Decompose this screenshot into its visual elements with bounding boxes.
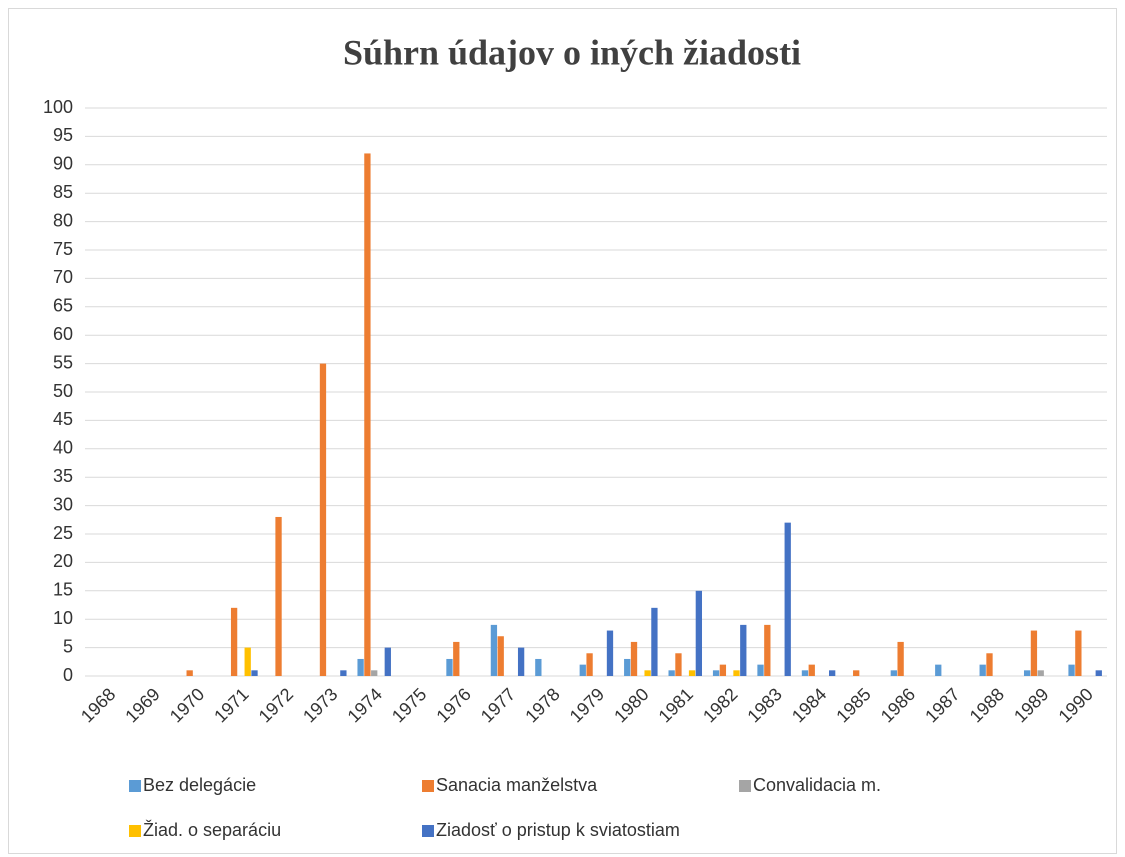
bar [1030, 630, 1038, 676]
bar [1023, 670, 1031, 676]
y-tick-label: 25 [53, 523, 73, 543]
legend-label: Žiad. o separáciu [143, 820, 281, 840]
bar [384, 647, 391, 676]
y-tick-label: 45 [53, 409, 73, 429]
bar [784, 522, 791, 676]
bar [808, 664, 815, 676]
bar [340, 670, 347, 676]
y-tick-label: 65 [53, 296, 73, 316]
bar [764, 624, 771, 676]
y-tick-label: 35 [53, 466, 73, 486]
bar [1095, 670, 1102, 676]
bar [1068, 664, 1075, 676]
bar [251, 670, 258, 676]
y-tick-label: 40 [53, 438, 73, 458]
bar [719, 664, 727, 676]
bar [497, 636, 504, 676]
y-tick-label: 70 [53, 267, 73, 287]
legend-swatch [129, 825, 141, 837]
bar [935, 664, 942, 676]
bar [668, 670, 675, 676]
bar [357, 658, 364, 676]
bar [230, 607, 238, 676]
bar [624, 658, 631, 676]
bar [695, 590, 703, 676]
bar [453, 641, 460, 676]
bar [757, 664, 764, 676]
bar [1037, 670, 1044, 676]
bar [740, 624, 747, 676]
legend-swatch [129, 780, 141, 792]
y-tick-label: 0 [63, 665, 73, 685]
legend-swatch [739, 780, 751, 792]
bar [275, 516, 282, 676]
y-tick-label: 10 [53, 608, 73, 628]
y-tick-label: 15 [53, 580, 73, 600]
bar [630, 641, 638, 676]
y-tick-label: 60 [53, 324, 73, 344]
bar [446, 658, 453, 676]
bar [517, 647, 525, 676]
y-tick-label: 90 [53, 154, 73, 174]
legend-label: Convalidacia m. [753, 775, 881, 795]
y-tick-label: 75 [53, 239, 73, 259]
bar [1075, 630, 1082, 676]
y-tick-label: 55 [53, 352, 73, 372]
bar [319, 363, 327, 676]
bar [986, 653, 993, 676]
y-tick-label: 30 [53, 494, 73, 514]
bar [186, 670, 193, 676]
legend-swatch [422, 780, 434, 792]
bar [733, 670, 740, 676]
bar [535, 658, 542, 676]
bar [979, 664, 986, 676]
bar [364, 153, 371, 676]
legend-label: Ziadosť o pristup k sviatostiam [436, 820, 680, 840]
y-tick-label: 20 [53, 551, 73, 571]
bar [712, 670, 720, 676]
y-tick-label: 5 [63, 636, 73, 656]
legend-label: Bez delegácie [143, 775, 256, 795]
bar [651, 607, 658, 676]
bar [644, 670, 651, 676]
legend-swatch [422, 825, 434, 837]
chart-border [8, 8, 1117, 854]
bar [244, 647, 251, 676]
bar [897, 641, 904, 676]
bar [579, 664, 586, 676]
bar [371, 670, 378, 676]
bar [675, 653, 682, 676]
bar [688, 670, 696, 676]
bar [890, 670, 897, 676]
chart-title: Súhrn údajov o iných žiadosti [343, 32, 801, 72]
y-tick-label: 50 [53, 381, 73, 401]
bar [586, 653, 593, 676]
y-tick-label: 100 [43, 97, 73, 117]
bar [801, 670, 809, 676]
legend-label: Sanacia manželstva [436, 775, 598, 795]
bar [606, 630, 614, 676]
y-tick-label: 95 [53, 125, 73, 145]
bar [829, 670, 836, 676]
y-tick-label: 85 [53, 182, 73, 202]
y-tick-label: 80 [53, 210, 73, 230]
bar [853, 670, 860, 676]
bar [490, 624, 498, 676]
